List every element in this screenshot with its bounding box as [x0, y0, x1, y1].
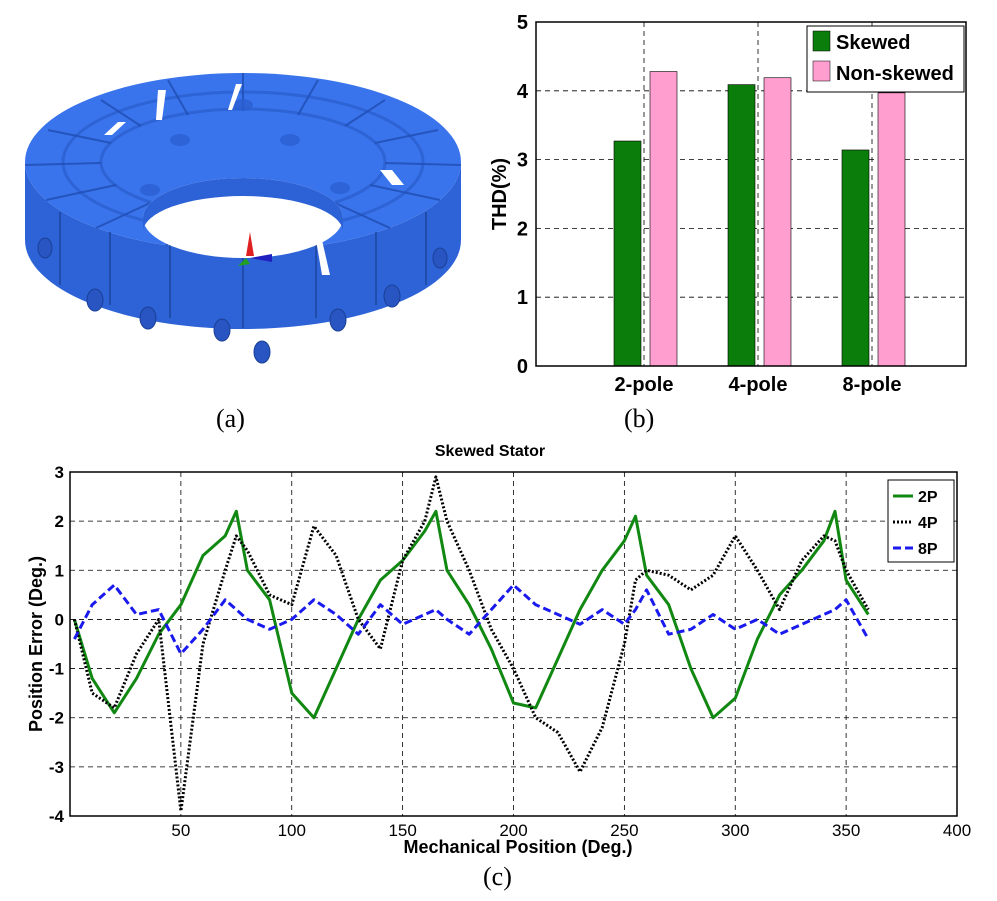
- c-x-tick-label: 350: [832, 821, 860, 840]
- c-y-tick-label: -3: [49, 758, 64, 777]
- b-x-tick-label: 8-pole: [843, 374, 902, 396]
- c-legend-label-4p: 4P: [918, 515, 938, 532]
- caption-a: (a): [216, 404, 245, 433]
- c-ticks: 50 100 150 200 250 300 350 400 -4 -3 -2 -1 0 1 2 3: [49, 463, 971, 840]
- position-error-chart: Skewed Stator 50 100 150 200 250 300 350 400 -4 -…: [26, 443, 971, 857]
- b-plot-frame: [535, 21, 967, 367]
- c-y-tick-label: 0: [55, 610, 64, 629]
- c-legend: 2P 4P 8P: [887, 479, 955, 563]
- axis-triad-icon: [238, 232, 272, 266]
- c-x-tick-label: 400: [943, 821, 971, 840]
- b-legend-label-skewed: Skewed: [836, 32, 910, 54]
- c-y-tick-label: 2: [55, 512, 64, 531]
- c-plot-frame: [69, 471, 958, 817]
- b-legend-swatch-nonskewed: [812, 60, 831, 82]
- c-series-line-2p: [72, 509, 870, 720]
- thd-bar-chart: 0 1 2 3 4 5 2-pole 4-pole 8-pole THD(%) Skewed N…: [489, 12, 967, 396]
- b-y-tick-label: 2: [517, 218, 528, 240]
- b-ticks: 0 1 2 3 4 5 2-pole 4-pole 8-pole: [517, 12, 902, 396]
- b-legend-label-nonskewed: Non-skewed: [836, 63, 954, 85]
- c-x-tick-label: 100: [278, 821, 306, 840]
- b-bar-skewed: [727, 84, 756, 367]
- c-x-tick-label: 250: [610, 821, 638, 840]
- b-bar-nonskewed: [877, 92, 906, 367]
- c-x-tick-label: 200: [499, 821, 527, 840]
- c-legend-label-2p: 2P: [918, 489, 938, 506]
- c-series-line-4p: [72, 475, 870, 813]
- b-y-axis-label: THD(%): [489, 158, 511, 230]
- c-x-tick-label: 300: [721, 821, 749, 840]
- b-y-tick-label: 3: [517, 150, 528, 172]
- b-bar-skewed: [841, 149, 870, 367]
- ring-top-face: [25, 73, 461, 251]
- b-y-tick-label: 0: [517, 356, 528, 378]
- c-legend-label-8p: 8P: [918, 541, 938, 558]
- b-x-tick-label: 4-pole: [729, 374, 788, 396]
- c-y-tick-label: -2: [49, 709, 64, 728]
- c-x-tick-label: 50: [171, 821, 190, 840]
- b-legend: Skewed Non-skewed: [806, 25, 965, 93]
- c-grid: [70, 472, 957, 816]
- c-y-tick-label: -4: [49, 807, 65, 826]
- c-y-tick-label: 1: [55, 561, 64, 580]
- b-y-tick-label: 4: [517, 81, 529, 103]
- caption-c: (c): [483, 862, 512, 891]
- c-title: Skewed Stator: [435, 443, 545, 460]
- b-bar-skewed: [613, 140, 642, 367]
- c-x-axis-label: Mechanical Position (Deg.): [403, 837, 632, 857]
- caption-b: (b): [624, 404, 655, 433]
- b-bar-nonskewed: [763, 77, 792, 367]
- b-y-tick-label: 1: [517, 287, 528, 309]
- b-bar-nonskewed: [649, 71, 678, 367]
- panel-a: [0, 0, 480, 400]
- ring-outer-wall: [25, 162, 461, 329]
- b-x-tick-label: 2-pole: [615, 374, 674, 396]
- c-lines: [72, 475, 870, 813]
- b-y-tick-label: 5: [517, 12, 528, 34]
- c-y-tick-label: -1: [49, 660, 64, 679]
- stator-ring-illustration: [25, 73, 461, 364]
- c-y-tick-label: 3: [55, 463, 64, 482]
- b-legend-swatch-skewed: [812, 30, 831, 52]
- b-bars: [613, 71, 906, 367]
- c-series-line-8p: [73, 583, 870, 656]
- c-x-tick-label: 150: [388, 821, 416, 840]
- c-y-axis-label: Position Error (Deg.): [26, 556, 46, 732]
